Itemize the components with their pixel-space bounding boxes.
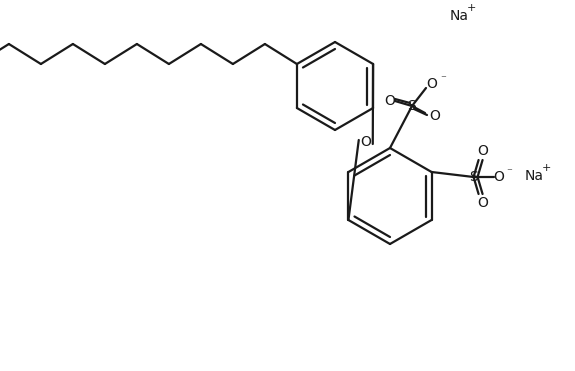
- Text: Na: Na: [525, 169, 544, 183]
- Text: ⁻: ⁻: [507, 167, 512, 177]
- Text: Na: Na: [450, 9, 469, 23]
- Text: O: O: [430, 109, 440, 123]
- Text: +: +: [542, 163, 551, 173]
- Text: ⁻: ⁻: [440, 74, 446, 84]
- Text: +: +: [467, 3, 476, 13]
- Text: O: O: [385, 94, 396, 108]
- Text: S: S: [469, 170, 478, 184]
- Text: O: O: [477, 196, 488, 210]
- Text: O: O: [361, 135, 371, 149]
- Text: S: S: [408, 99, 416, 113]
- Text: O: O: [477, 144, 488, 158]
- Text: O: O: [427, 77, 438, 91]
- Text: O: O: [493, 170, 504, 184]
